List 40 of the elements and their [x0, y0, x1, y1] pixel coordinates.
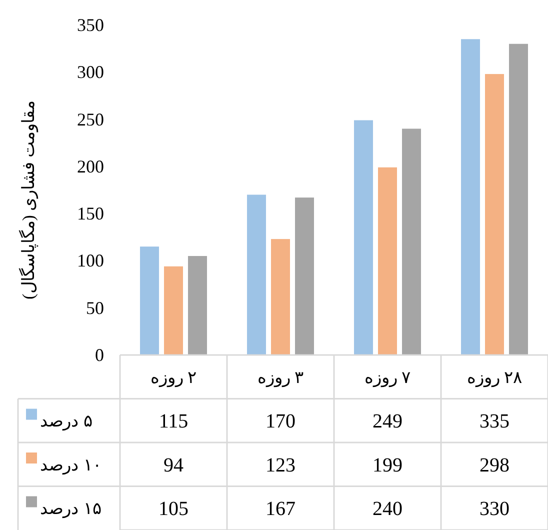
bar	[354, 120, 373, 355]
y-axis-title: مقاومت فشاری (مگاپاسگال)	[18, 100, 39, 300]
data-label: 298	[480, 454, 510, 476]
data-label: 240	[372, 498, 402, 520]
data-label: 199	[372, 454, 402, 476]
data-label: 94	[164, 454, 184, 476]
y-tick-label: 0	[95, 345, 104, 365]
bar	[140, 246, 159, 355]
bar	[509, 44, 528, 355]
legend-label: ۱۰ درصد	[40, 455, 102, 476]
y-tick-label: 200	[77, 156, 104, 176]
bar	[461, 39, 480, 355]
legend-label: ۱۵ درصد	[40, 499, 102, 520]
bar	[188, 256, 207, 355]
bar	[164, 266, 183, 355]
y-tick-label: 150	[77, 204, 104, 224]
bar	[295, 198, 314, 355]
x-tick-label: ۲ روزه	[150, 368, 197, 388]
bar	[271, 239, 290, 355]
y-tick-label: 100	[77, 250, 104, 271]
data-label: 170	[266, 410, 296, 433]
x-tick-label: ۳ روزه	[257, 368, 304, 388]
y-tick-label: 350	[77, 15, 104, 35]
x-tick-label: ۷ روزه	[364, 368, 411, 388]
data-label: 330	[480, 498, 510, 520]
bar	[378, 167, 397, 355]
x-tick-label: ۲۸ روزه	[466, 368, 522, 388]
data-label: 115	[158, 410, 188, 433]
legend-label: ۵ درصد	[40, 412, 92, 432]
data-label: 249	[372, 410, 402, 433]
y-tick-label: 300	[77, 62, 104, 82]
y-tick-label: 250	[77, 109, 104, 130]
y-tick-label: 50	[86, 298, 104, 318]
bar	[247, 194, 266, 355]
bar	[402, 128, 421, 355]
data-label: 335	[480, 410, 510, 433]
data-label: 105	[158, 498, 188, 520]
data-label: 167	[266, 498, 296, 520]
bar	[485, 74, 504, 355]
data-label: 123	[266, 454, 296, 476]
